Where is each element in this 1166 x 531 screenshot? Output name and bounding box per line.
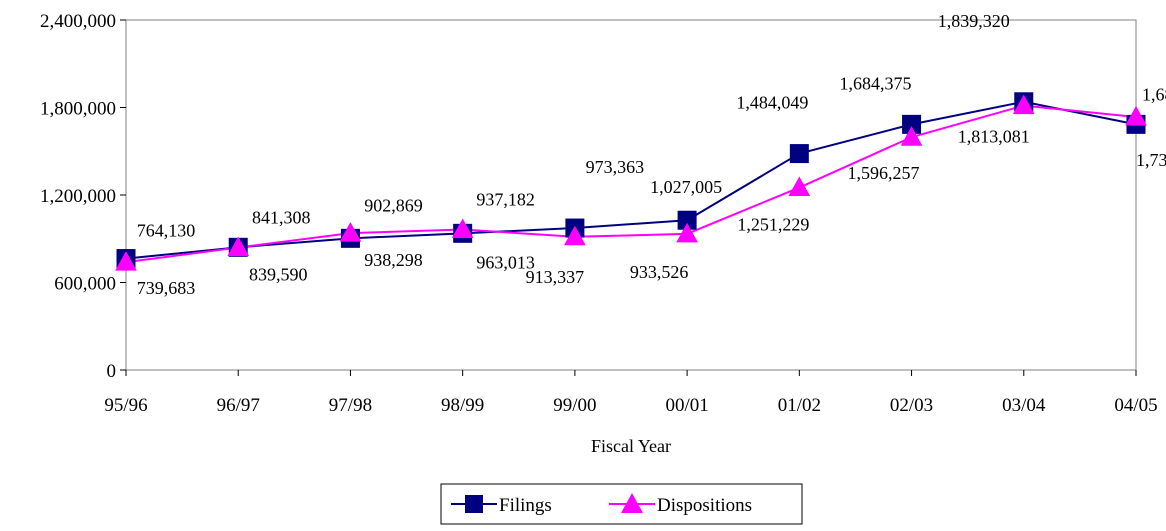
filings-data-label: 764,130 bbox=[137, 221, 196, 241]
filings-data-label: 937,182 bbox=[476, 189, 535, 209]
x-tick-label: 01/02 bbox=[778, 395, 821, 416]
x-tick-label: 04/05 bbox=[1114, 395, 1157, 416]
dispositions-data-label: 1,596,257 bbox=[848, 163, 920, 183]
filings-data-label: 841,308 bbox=[252, 207, 311, 227]
x-tick-label: 00/01 bbox=[665, 395, 708, 416]
dispositions-data-label: 1,735,126 bbox=[1136, 150, 1166, 170]
dispositions-marker bbox=[900, 126, 923, 146]
dispositions-marker bbox=[339, 222, 362, 242]
dispositions-marker bbox=[1125, 105, 1147, 126]
legend-box bbox=[440, 483, 803, 525]
x-axis-title: Fiscal Year bbox=[591, 436, 671, 456]
legend-label-filings: Filings bbox=[499, 495, 552, 516]
series-line-filings bbox=[125, 100, 1137, 260]
y-tick-label: 1,200,000 bbox=[40, 186, 116, 207]
dispositions-data-label: 1,813,081 bbox=[958, 127, 1030, 147]
dispositions-data-label: 1,251,229 bbox=[737, 215, 809, 235]
data-label-layer: 764,130 841,308 902,869 937,182 973,3631,027… bbox=[137, 11, 1166, 298]
y-tick-label: 2,400,000 bbox=[40, 11, 116, 32]
x-tick-label: 02/03 bbox=[890, 395, 933, 416]
dispositions-data-label: 933,526 bbox=[630, 262, 689, 282]
plot-area bbox=[125, 19, 1137, 371]
dispositions-data-label: 963,013 bbox=[476, 253, 535, 273]
filings-data-label: 1,684,375 bbox=[840, 73, 912, 93]
dispositions-marker bbox=[788, 176, 811, 197]
filings-data-label: 1,027,005 bbox=[650, 177, 722, 197]
dispositions-data-label: 839,590 bbox=[249, 265, 308, 285]
x-tick-label: 99/00 bbox=[553, 395, 596, 416]
filings-data-label: 902,869 bbox=[364, 195, 423, 215]
series-line-dispositions bbox=[125, 104, 1137, 264]
legend-marker-dispositions bbox=[621, 493, 643, 513]
dispositions-marker bbox=[676, 222, 698, 243]
y-tick-label: 600,000 bbox=[54, 274, 116, 295]
filings-marker bbox=[789, 144, 809, 164]
filings-data-label: 1,684,289 bbox=[1142, 84, 1166, 104]
x-tick-label: 95/96 bbox=[104, 395, 147, 416]
filings-data-label: 1,839,320 bbox=[938, 11, 1010, 31]
dispositions-marker bbox=[1012, 94, 1035, 115]
x-tick-label: 97/98 bbox=[329, 395, 372, 416]
legend-marker-filings bbox=[465, 495, 483, 513]
y-tick-label: 0 bbox=[107, 361, 117, 382]
x-tick-label: 96/97 bbox=[217, 395, 260, 416]
y-tick-label: 1,800,000 bbox=[40, 99, 116, 120]
dispositions-marker bbox=[564, 225, 586, 246]
legend-label-dispositions: Dispositions bbox=[657, 495, 752, 516]
filings-data-label: 1,484,049 bbox=[736, 93, 808, 113]
y-axis: 0 600,000 1,200,000 1,800,000 2,400,000 bbox=[40, 11, 126, 382]
dispositions-data-label: 739,683 bbox=[137, 278, 196, 298]
filings-data-label: 973,363 bbox=[586, 157, 645, 177]
legend: Filings Dispositions bbox=[440, 483, 803, 525]
x-tick-label: 98/99 bbox=[441, 395, 484, 416]
dispositions-marker bbox=[115, 251, 137, 271]
dispositions-data-label: 938,298 bbox=[364, 250, 423, 270]
dispositions-marker bbox=[227, 236, 250, 257]
series-layer bbox=[115, 92, 1147, 271]
x-tick-label: 03/04 bbox=[1002, 395, 1046, 416]
x-axis: 95/96 96/97 97/98 98/99 99/00 00/01 01/02 02/03… bbox=[104, 370, 1158, 416]
dispositions-marker bbox=[451, 218, 474, 239]
dispositions-data-label: 913,337 bbox=[526, 267, 585, 287]
